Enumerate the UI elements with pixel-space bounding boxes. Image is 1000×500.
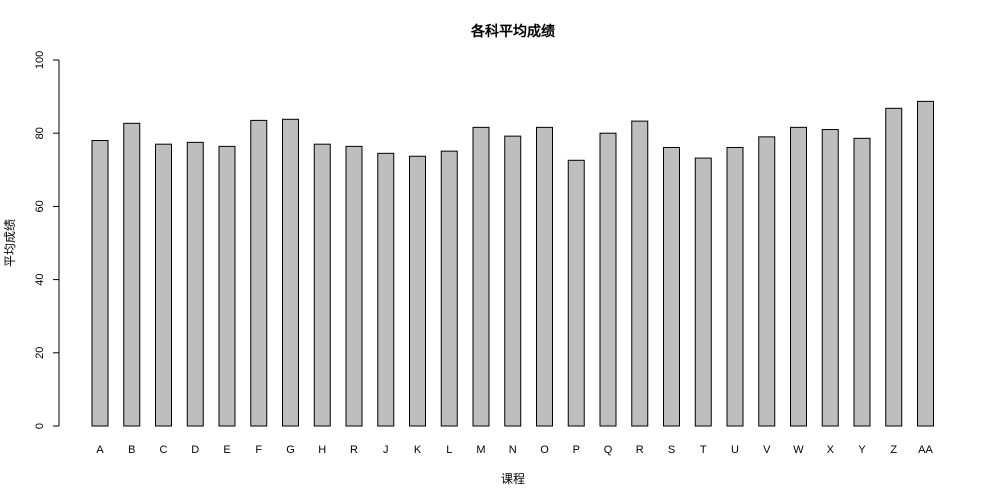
bar: [91, 140, 109, 427]
bar: [218, 145, 236, 427]
x-tick-label: C: [160, 444, 168, 456]
x-axis-label: 课程: [501, 471, 525, 486]
bar: [694, 157, 712, 427]
bar: [313, 143, 331, 427]
x-tick-labels: A B C D E F G H R J K L M N O P Q R S T U V W X Y Z AA: [96, 444, 933, 456]
x-tick-label: G: [286, 444, 295, 456]
bar: [631, 120, 649, 427]
y-tick-label: 0: [34, 423, 46, 429]
bar: [726, 146, 744, 427]
x-tick-label: Z: [890, 444, 897, 456]
bar: [250, 119, 268, 427]
x-tick-label: O: [540, 444, 549, 456]
bar: [155, 143, 172, 427]
y-tick-label: 100: [34, 51, 46, 69]
bar: [186, 141, 204, 427]
x-tick-label: L: [446, 444, 452, 456]
bar: [758, 136, 776, 427]
x-tick-label: J: [383, 444, 389, 456]
x-tick-label: R: [350, 444, 358, 456]
y-tick-label: 20: [34, 347, 46, 359]
x-tick-label: K: [414, 444, 422, 456]
x-tick-label: M: [476, 444, 485, 456]
x-tick-label: D: [191, 444, 199, 456]
x-tick-label: Y: [858, 444, 866, 456]
x-tick-label: F: [255, 444, 262, 456]
x-tick-label: T: [700, 444, 707, 456]
bar: [377, 152, 395, 427]
x-tick-label: P: [573, 444, 580, 456]
y-tick-label: 80: [34, 127, 46, 139]
bar: [853, 137, 871, 427]
x-tick-label: AA: [918, 444, 933, 456]
y-axis-label: 平均成绩: [3, 219, 17, 267]
y-axis: 0 20 40 60 80 100: [34, 51, 60, 429]
bar: [567, 159, 585, 427]
x-tick-label: S: [668, 444, 675, 456]
x-tick-label: X: [827, 444, 835, 456]
bar: [504, 135, 522, 427]
x-tick-label: A: [96, 444, 104, 456]
bar: [821, 129, 839, 427]
x-tick-label: H: [318, 444, 326, 456]
x-tick-label: N: [509, 444, 517, 456]
x-tick-label: Q: [604, 444, 613, 456]
bar: [282, 118, 299, 427]
bar: [440, 150, 458, 427]
bar: [123, 122, 141, 427]
y-tick-label: 60: [34, 200, 46, 212]
chart-title: 各科平均成绩: [470, 23, 555, 40]
bars-group: [91, 100, 934, 427]
x-tick-label: B: [128, 444, 135, 456]
bar: [917, 100, 934, 427]
bar: [599, 132, 617, 427]
y-tick-label: 40: [34, 273, 46, 285]
x-tick-label: U: [731, 444, 739, 456]
bar: [345, 145, 363, 427]
bar: [536, 126, 553, 427]
bar: [663, 146, 680, 427]
x-tick-label: R: [636, 444, 644, 456]
x-tick-label: W: [793, 444, 804, 456]
x-tick-label: V: [763, 444, 771, 456]
bar: [790, 126, 807, 427]
bar: [885, 107, 903, 427]
bar: [409, 155, 426, 427]
bar: [472, 126, 490, 427]
x-tick-label: E: [223, 444, 230, 456]
